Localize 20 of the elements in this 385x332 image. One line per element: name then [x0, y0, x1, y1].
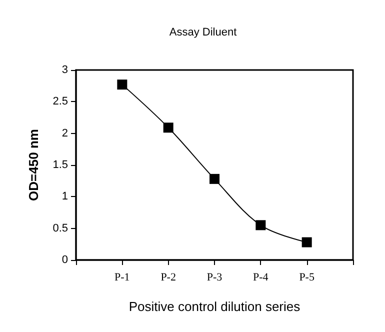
x-tick-label: P-2 [160, 272, 176, 284]
x-tick-label: P-3 [206, 272, 223, 284]
y-tick-label: 1 [62, 190, 68, 203]
y-axis-title: OD=450 nm [26, 129, 41, 201]
y-tick-label: 2 [62, 127, 68, 140]
x-tick-label: P-1 [114, 272, 130, 284]
y-tick-label: 1.5 [52, 159, 68, 171]
point [163, 122, 174, 133]
point [210, 174, 220, 184]
x-tick-label: P-5 [299, 272, 315, 284]
chart-title: Assay Diluent [169, 26, 237, 38]
x-tick-label: P-4 [253, 272, 269, 284]
point [256, 220, 266, 230]
y-tick-label: 0 [62, 254, 68, 266]
x-axis-title: Positive control dilution series [128, 299, 301, 314]
y-tick-label: 3 [62, 64, 68, 76]
point [302, 237, 312, 248]
y-tick-label: 2.5 [52, 96, 68, 108]
y-tick-label: 0.5 [52, 222, 68, 234]
point [117, 80, 128, 90]
